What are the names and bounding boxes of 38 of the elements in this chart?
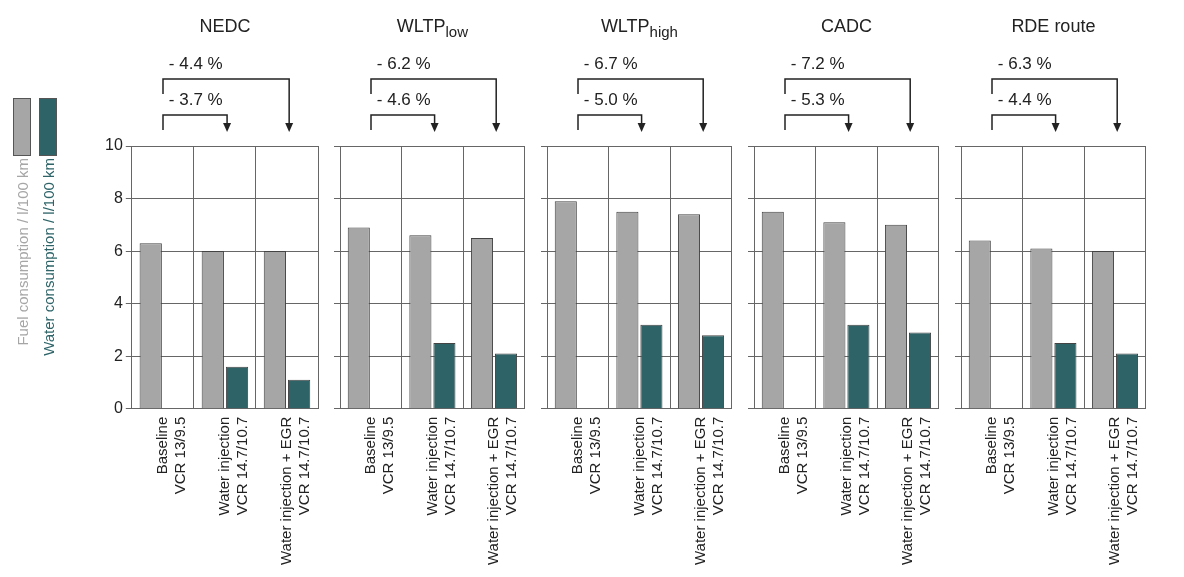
y-tick-label: 0 <box>113 399 123 417</box>
x-tick-label: Water injection + EGR VCR 14.7/10.7 <box>898 416 934 565</box>
chart-title: NEDC <box>198 16 252 37</box>
x-tick-label: Water injection + EGR VCR 14.7/10.7 <box>1105 416 1141 565</box>
x-tick-label: Baseline VCR 13/9.5 <box>360 416 396 495</box>
y-tick-label: 8 <box>113 188 123 206</box>
x-tick-label: Baseline VCR 13/9.5 <box>567 416 603 495</box>
x-tick-label: Water injection VCR 14.7/10.7 <box>422 416 458 516</box>
text: - 4.4 % <box>997 90 1052 110</box>
y-tick-label: 4 <box>113 294 123 312</box>
y-tick-label: 10 <box>105 136 123 154</box>
text: - 7.2 % <box>790 54 845 74</box>
text: Water consumption / l/100 km <box>39 158 57 356</box>
x-tick-label: Water injection VCR 14.7/10.7 <box>215 416 251 516</box>
y-tick-label: 2 <box>113 346 123 364</box>
text: - 5.3 % <box>790 90 845 110</box>
text: Fuel consumption / l/100 km <box>13 158 31 346</box>
text: - 5.0 % <box>583 90 638 110</box>
x-tick-label: Baseline VCR 13/9.5 <box>152 416 188 495</box>
text: - 3.7 % <box>168 90 223 110</box>
y-tick-label: 6 <box>113 241 123 259</box>
x-tick-label: Baseline VCR 13/9.5 <box>981 416 1017 495</box>
x-tick-label: Water injection VCR 14.7/10.7 <box>836 416 872 516</box>
x-tick-label: Baseline VCR 13/9.5 <box>774 416 810 495</box>
text: - 6.2 % <box>376 54 431 74</box>
chart-title: RDE route <box>1010 16 1097 37</box>
x-tick-label: Water injection + EGR VCR 14.7/10.7 <box>691 416 727 565</box>
chart-title: WLTP$_{low}$ <box>395 16 469 40</box>
x-tick-label: Water injection + EGR VCR 14.7/10.7 <box>484 416 520 565</box>
x-tick-label: Water injection + EGR VCR 14.7/10.7 <box>277 416 313 565</box>
x-tick-label: Water injection VCR 14.7/10.7 <box>1043 416 1079 516</box>
x-tick-label: Water injection VCR 14.7/10.7 <box>629 416 665 516</box>
text: - 6.3 % <box>997 54 1052 74</box>
text: - 6.7 % <box>583 54 638 74</box>
text: - 4.4 % <box>168 54 223 74</box>
text: - 4.6 % <box>376 90 431 110</box>
chart-title: WLTP$_{high}$ <box>599 16 679 40</box>
chart-title: CADC <box>819 16 873 37</box>
